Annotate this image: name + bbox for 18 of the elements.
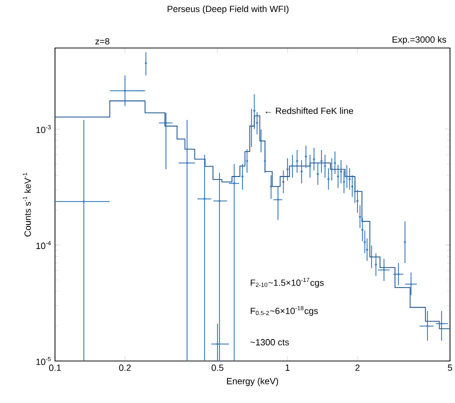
chart-title: Perseus (Deep Field with WFI): [168, 6, 288, 14]
x-tick-label: 0.2: [119, 364, 131, 371]
x-axis-title: Energy (keV): [227, 378, 278, 386]
x-tick-label: 1: [286, 364, 290, 371]
annotation: ← Redshifted FeK line: [266, 107, 354, 114]
y-tick-label: 10$^{-5}$: [36, 357, 51, 366]
x-tick-label: 5: [448, 364, 452, 371]
annotation: F$_{0.5-2}$~6×10$^{-18}$cgs: [250, 306, 318, 316]
x-tick-label: 0.5: [212, 364, 224, 371]
y-axis-title: Counts s$^{-1}$ keV$^{-1}$: [22, 172, 31, 237]
y-tick-label: 10$^{-3}$: [36, 125, 51, 134]
annotation: ~1300 cts: [250, 339, 289, 346]
text: Exp.=3000 ks: [392, 36, 446, 44]
text: z=8: [95, 38, 110, 44]
y-tick-label: 10$^{-4}$: [36, 241, 51, 250]
x-tick-label: 2: [355, 364, 360, 371]
x-tick-label: 0.1: [49, 364, 61, 371]
annotation: F$_{2-10}$~1.5×10$^{-17}$cgs: [250, 278, 324, 288]
